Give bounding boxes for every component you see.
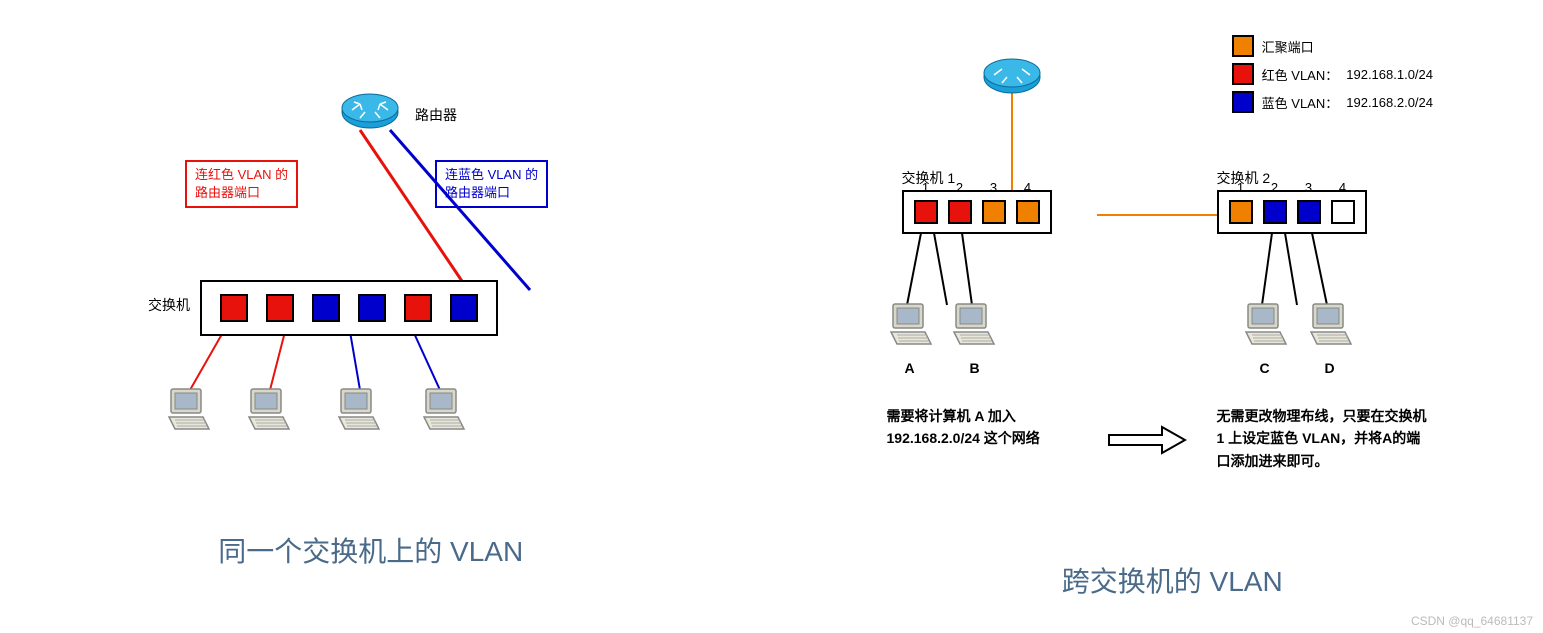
legend-row: 蓝色 VLAN： 192.168.2.0/24 [1232, 91, 1433, 113]
computer-icon [1307, 300, 1355, 348]
red-line1: 连红色 VLAN 的 [195, 167, 288, 182]
s2-port-2: 2 [1263, 200, 1287, 224]
port-6 [450, 294, 478, 322]
blue-port-label: 连蓝色 VLAN 的 路由器端口 [435, 160, 548, 208]
legend-label: 红色 VLAN： [1262, 65, 1339, 84]
right-paragraph: 无需更改物理布线，只要在交换机 1 上设定蓝色 VLAN，并将A的端口添加进来即… [1217, 405, 1427, 472]
port-2 [266, 294, 294, 322]
switch2-box: 1 2 3 4 [1217, 190, 1367, 234]
s1-port-1: 1 [914, 200, 938, 224]
legend-color [1232, 63, 1254, 85]
left-diagram: 路由器 连红色 VLAN 的 路由器端口 连蓝色 VLAN 的 路由器端口 交换… [20, 20, 722, 520]
legend-label: 蓝色 VLAN： [1262, 93, 1339, 112]
comp-c-label: C [1260, 360, 1270, 376]
router-label: 路由器 [415, 105, 457, 125]
computer-icon [420, 385, 468, 433]
comp-d-label: D [1325, 360, 1335, 376]
computer-icon [245, 385, 293, 433]
switch1-box: 1 2 3 4 [902, 190, 1052, 234]
port-1 [220, 294, 248, 322]
s1-port-4: 4 [1016, 200, 1040, 224]
s1-port-3: 3 [982, 200, 1006, 224]
right-title: 跨交换机的 VLAN [822, 560, 1524, 600]
watermark: CSDN @qq_64681137 [1411, 614, 1533, 628]
comp-b-label: B [970, 360, 980, 376]
computer-icon [887, 300, 935, 348]
legend-row: 汇聚端口 [1232, 35, 1433, 57]
switch-label: 交换机 [148, 295, 190, 315]
blue-line1: 连蓝色 VLAN 的 [445, 167, 538, 182]
legend-row: 红色 VLAN： 192.168.1.0/24 [1232, 63, 1433, 85]
port-4 [358, 294, 386, 322]
s2-port-3: 3 [1297, 200, 1321, 224]
red-line2: 路由器端口 [195, 185, 260, 200]
legend-color [1232, 91, 1254, 113]
legend-extra: 192.168.2.0/24 [1346, 95, 1433, 110]
router-icon [982, 55, 1042, 100]
legend-label: 汇聚端口 [1262, 37, 1314, 56]
arrow-icon [1107, 425, 1187, 455]
legend: 汇聚端口 红色 VLAN： 192.168.1.0/24 蓝色 VLAN： 19… [1232, 35, 1433, 119]
left-paragraph: 需要将计算机 A 加入 192.168.2.0/24 这个网络 [887, 405, 1067, 450]
computer-icon [1242, 300, 1290, 348]
comp-a-label: A [905, 360, 915, 376]
s1-port-2: 2 [948, 200, 972, 224]
computer-icon [165, 385, 213, 433]
left-title: 同一个交换机上的 VLAN [20, 530, 722, 570]
legend-color [1232, 35, 1254, 57]
legend-extra: 192.168.1.0/24 [1346, 67, 1433, 82]
computer-icon [335, 385, 383, 433]
blue-line2: 路由器端口 [445, 185, 510, 200]
port-5 [404, 294, 432, 322]
red-port-label: 连红色 VLAN 的 路由器端口 [185, 160, 298, 208]
port-3 [312, 294, 340, 322]
router-icon [340, 90, 400, 135]
s2-port-1: 1 [1229, 200, 1253, 224]
right-diagram: 汇聚端口 红色 VLAN： 192.168.1.0/24 蓝色 VLAN： 19… [822, 20, 1524, 560]
s2-port-4: 4 [1331, 200, 1355, 224]
switch-box [200, 280, 498, 336]
computer-icon [950, 300, 998, 348]
